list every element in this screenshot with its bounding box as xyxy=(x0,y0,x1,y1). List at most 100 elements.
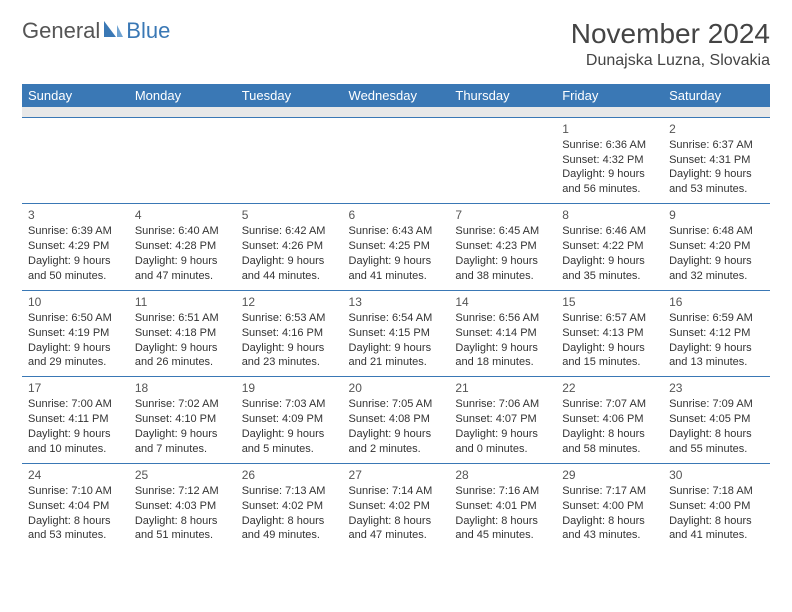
daylight-text: Daylight: 9 hours xyxy=(349,341,444,356)
sunrise-text: Sunrise: 6:36 AM xyxy=(562,138,657,153)
daylight-text: and 53 minutes. xyxy=(28,528,123,543)
calendar-day-cell xyxy=(343,117,450,204)
logo: General Blue xyxy=(22,18,170,44)
sunset-text: Sunset: 4:05 PM xyxy=(669,412,764,427)
calendar-day-cell: 6Sunrise: 6:43 AMSunset: 4:25 PMDaylight… xyxy=(343,204,450,291)
daylight-text: and 38 minutes. xyxy=(455,269,550,284)
daylight-text: Daylight: 8 hours xyxy=(349,514,444,529)
sunset-text: Sunset: 4:00 PM xyxy=(562,499,657,514)
spacer-row xyxy=(22,107,770,117)
calendar-day-cell: 13Sunrise: 6:54 AMSunset: 4:15 PMDayligh… xyxy=(343,290,450,377)
calendar-day-cell: 23Sunrise: 7:09 AMSunset: 4:05 PMDayligh… xyxy=(663,377,770,464)
calendar-table: Sunday Monday Tuesday Wednesday Thursday… xyxy=(22,84,770,549)
header: General Blue November 2024 Dunajska Luzn… xyxy=(22,18,770,70)
weekday-header-row: Sunday Monday Tuesday Wednesday Thursday… xyxy=(22,84,770,107)
daylight-text: and 26 minutes. xyxy=(135,355,230,370)
sunrise-text: Sunrise: 7:10 AM xyxy=(28,484,123,499)
day-number: 16 xyxy=(669,294,764,310)
sunrise-text: Sunrise: 7:05 AM xyxy=(349,397,444,412)
sunrise-text: Sunrise: 6:56 AM xyxy=(455,311,550,326)
daylight-text: Daylight: 9 hours xyxy=(455,254,550,269)
calendar-day-cell: 20Sunrise: 7:05 AMSunset: 4:08 PMDayligh… xyxy=(343,377,450,464)
weekday-header: Thursday xyxy=(449,84,556,107)
daylight-text: and 10 minutes. xyxy=(28,442,123,457)
sunrise-text: Sunrise: 7:00 AM xyxy=(28,397,123,412)
daylight-text: and 7 minutes. xyxy=(135,442,230,457)
daylight-text: Daylight: 9 hours xyxy=(669,167,764,182)
daylight-text: Daylight: 9 hours xyxy=(669,254,764,269)
sunset-text: Sunset: 4:28 PM xyxy=(135,239,230,254)
daylight-text: and 45 minutes. xyxy=(455,528,550,543)
calendar-day-cell: 9Sunrise: 6:48 AMSunset: 4:20 PMDaylight… xyxy=(663,204,770,291)
day-number: 23 xyxy=(669,380,764,396)
sunset-text: Sunset: 4:20 PM xyxy=(669,239,764,254)
daylight-text: Daylight: 9 hours xyxy=(455,427,550,442)
sunrise-text: Sunrise: 6:43 AM xyxy=(349,224,444,239)
daylight-text: Daylight: 8 hours xyxy=(135,514,230,529)
sunset-text: Sunset: 4:14 PM xyxy=(455,326,550,341)
day-number: 19 xyxy=(242,380,337,396)
daylight-text: and 47 minutes. xyxy=(349,528,444,543)
daylight-text: and 21 minutes. xyxy=(349,355,444,370)
weekday-header: Tuesday xyxy=(236,84,343,107)
sunset-text: Sunset: 4:23 PM xyxy=(455,239,550,254)
weekday-header: Sunday xyxy=(22,84,129,107)
day-number: 13 xyxy=(349,294,444,310)
daylight-text: Daylight: 9 hours xyxy=(562,167,657,182)
calendar-day-cell: 1Sunrise: 6:36 AMSunset: 4:32 PMDaylight… xyxy=(556,117,663,204)
daylight-text: and 2 minutes. xyxy=(349,442,444,457)
daylight-text: and 41 minutes. xyxy=(669,528,764,543)
sunset-text: Sunset: 4:18 PM xyxy=(135,326,230,341)
sunset-text: Sunset: 4:10 PM xyxy=(135,412,230,427)
calendar-day-cell: 16Sunrise: 6:59 AMSunset: 4:12 PMDayligh… xyxy=(663,290,770,377)
sunrise-text: Sunrise: 7:18 AM xyxy=(669,484,764,499)
calendar-day-cell xyxy=(236,117,343,204)
daylight-text: and 41 minutes. xyxy=(349,269,444,284)
daylight-text: and 49 minutes. xyxy=(242,528,337,543)
day-number: 28 xyxy=(455,467,550,483)
sunset-text: Sunset: 4:08 PM xyxy=(349,412,444,427)
sunset-text: Sunset: 4:32 PM xyxy=(562,153,657,168)
daylight-text: and 35 minutes. xyxy=(562,269,657,284)
day-number: 22 xyxy=(562,380,657,396)
day-number: 20 xyxy=(349,380,444,396)
sunrise-text: Sunrise: 6:48 AM xyxy=(669,224,764,239)
calendar-week-row: 17Sunrise: 7:00 AMSunset: 4:11 PMDayligh… xyxy=(22,377,770,464)
sunrise-text: Sunrise: 6:51 AM xyxy=(135,311,230,326)
day-number: 9 xyxy=(669,207,764,223)
day-number: 3 xyxy=(28,207,123,223)
calendar-week-row: 24Sunrise: 7:10 AMSunset: 4:04 PMDayligh… xyxy=(22,463,770,549)
daylight-text: and 55 minutes. xyxy=(669,442,764,457)
daylight-text: and 23 minutes. xyxy=(242,355,337,370)
daylight-text: Daylight: 9 hours xyxy=(242,427,337,442)
daylight-text: Daylight: 8 hours xyxy=(455,514,550,529)
calendar-day-cell: 30Sunrise: 7:18 AMSunset: 4:00 PMDayligh… xyxy=(663,463,770,549)
daylight-text: Daylight: 9 hours xyxy=(562,341,657,356)
logo-text-blue: Blue xyxy=(126,18,170,44)
sunrise-text: Sunrise: 6:50 AM xyxy=(28,311,123,326)
daylight-text: Daylight: 9 hours xyxy=(242,254,337,269)
daylight-text: and 58 minutes. xyxy=(562,442,657,457)
daylight-text: Daylight: 9 hours xyxy=(28,341,123,356)
calendar-day-cell: 14Sunrise: 6:56 AMSunset: 4:14 PMDayligh… xyxy=(449,290,556,377)
calendar-day-cell: 25Sunrise: 7:12 AMSunset: 4:03 PMDayligh… xyxy=(129,463,236,549)
calendar-day-cell: 3Sunrise: 6:39 AMSunset: 4:29 PMDaylight… xyxy=(22,204,129,291)
calendar-day-cell xyxy=(22,117,129,204)
logo-text-general: General xyxy=(22,18,100,44)
sunset-text: Sunset: 4:02 PM xyxy=(349,499,444,514)
daylight-text: and 53 minutes. xyxy=(669,182,764,197)
day-number: 4 xyxy=(135,207,230,223)
weekday-header: Saturday xyxy=(663,84,770,107)
day-number: 30 xyxy=(669,467,764,483)
daylight-text: and 0 minutes. xyxy=(455,442,550,457)
weekday-header: Monday xyxy=(129,84,236,107)
sunrise-text: Sunrise: 6:59 AM xyxy=(669,311,764,326)
day-number: 17 xyxy=(28,380,123,396)
sunset-text: Sunset: 4:01 PM xyxy=(455,499,550,514)
day-number: 11 xyxy=(135,294,230,310)
sunset-text: Sunset: 4:19 PM xyxy=(28,326,123,341)
daylight-text: Daylight: 9 hours xyxy=(135,254,230,269)
day-number: 2 xyxy=(669,121,764,137)
daylight-text: Daylight: 9 hours xyxy=(28,427,123,442)
sunset-text: Sunset: 4:22 PM xyxy=(562,239,657,254)
